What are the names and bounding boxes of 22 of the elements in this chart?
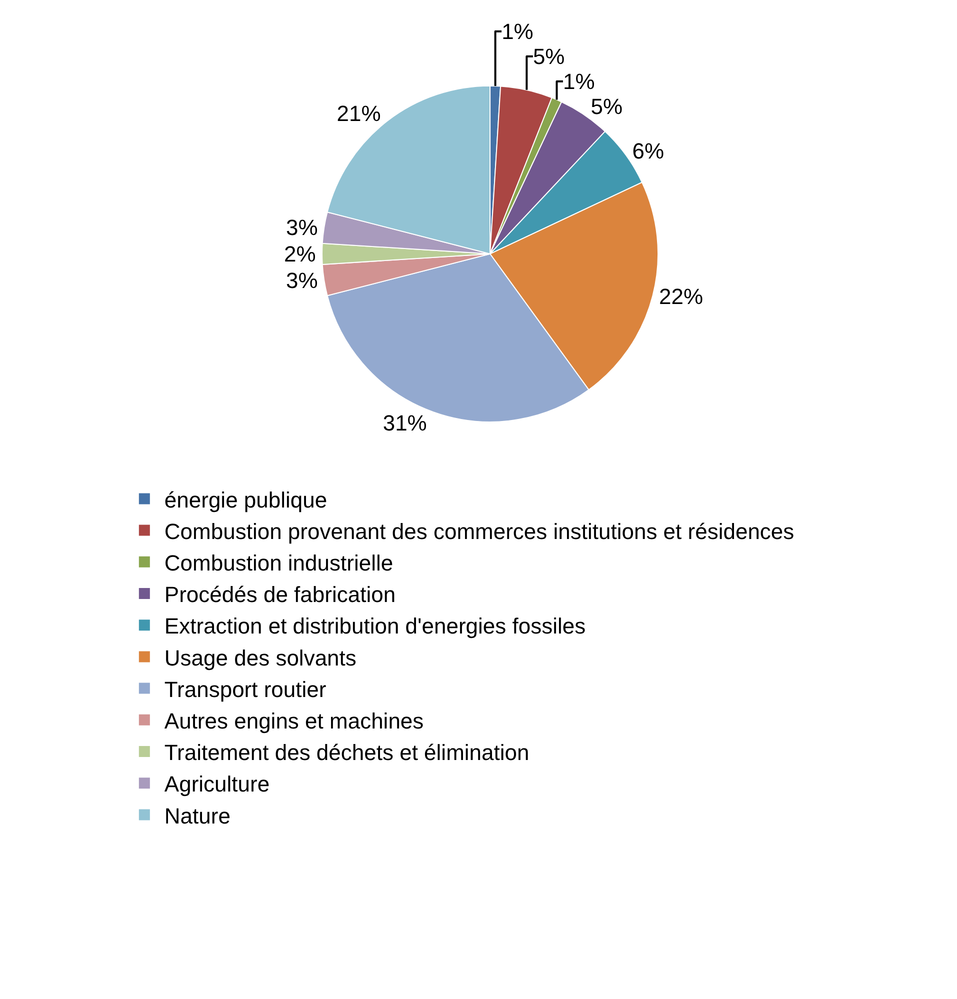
data-label: 6% bbox=[632, 138, 664, 164]
data-label: 1% bbox=[502, 18, 534, 44]
data-label: 22% bbox=[659, 284, 704, 309]
data-label: 3% bbox=[286, 268, 318, 293]
legend-label: Combustion industrielle bbox=[164, 550, 394, 576]
legend-label: Usage des solvants bbox=[164, 645, 356, 670]
legend-label: Traitement des déchets et élimination bbox=[164, 740, 530, 766]
data-label: 5% bbox=[590, 94, 623, 119]
legend-label: Extraction et distribution d'energies fossiles bbox=[164, 614, 586, 639]
legend-label: Nature bbox=[164, 803, 230, 828]
legend-label: Agriculture bbox=[164, 772, 270, 797]
data-label: 5% bbox=[532, 44, 565, 69]
legend-label: Autres engins et machines bbox=[164, 708, 424, 734]
data-label: 21% bbox=[336, 100, 381, 126]
legend-label: Procédés de fabrication bbox=[164, 582, 396, 608]
legend-label: Combustion provenant des commerces institutions et résidences bbox=[164, 518, 794, 544]
legend-label: énergie publique bbox=[164, 487, 328, 512]
data-label: 31% bbox=[382, 410, 427, 436]
data-label: 3% bbox=[286, 214, 318, 240]
legend-label: Transport routier bbox=[164, 676, 326, 702]
data-label: 2% bbox=[284, 241, 316, 266]
data-label: 1% bbox=[563, 68, 595, 94]
